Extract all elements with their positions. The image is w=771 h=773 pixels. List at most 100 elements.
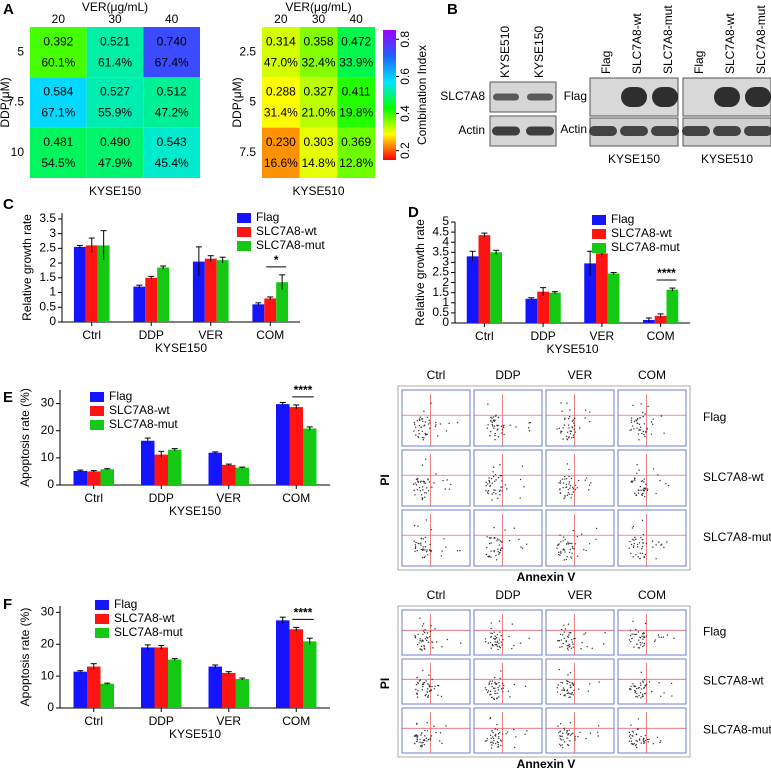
flow-event <box>497 416 500 419</box>
flow-event <box>644 739 647 742</box>
flow-event <box>491 680 494 682</box>
flow-event <box>489 716 492 719</box>
flow-event <box>421 556 424 559</box>
flow-event <box>494 489 496 491</box>
flow-event <box>494 643 496 646</box>
flow-event <box>491 632 493 635</box>
flow-event <box>487 555 489 558</box>
flow-event <box>565 435 568 438</box>
flow-event <box>644 487 646 489</box>
flow-event <box>633 685 636 688</box>
flow-event <box>631 637 633 640</box>
blot-band <box>493 93 519 101</box>
flow-event <box>564 417 566 419</box>
flow-event <box>629 734 632 736</box>
bar <box>478 235 491 323</box>
flow-event <box>556 544 559 547</box>
flow-plot <box>617 389 687 447</box>
cell-inhibition: 21.0% <box>301 106 335 120</box>
y-tick-label: 0 <box>49 314 56 328</box>
y-tick-label: 1.5 <box>39 270 56 284</box>
legend-swatch <box>90 420 104 430</box>
flow-event <box>633 689 636 692</box>
flow-event <box>561 478 564 480</box>
bar <box>87 666 101 708</box>
flow-event <box>501 490 503 492</box>
flow-event <box>428 690 431 693</box>
flow-event <box>527 427 530 429</box>
flow-event <box>640 688 642 690</box>
heat-cell <box>337 27 375 78</box>
flow-event <box>658 636 660 638</box>
flow-event <box>595 538 597 541</box>
cell-inhibition: 55.9% <box>98 106 132 120</box>
flow-event <box>567 644 570 646</box>
flow-event <box>423 681 426 684</box>
flow-event <box>564 694 566 696</box>
flow-event <box>579 427 581 429</box>
flow-plot <box>617 449 687 507</box>
flow-event <box>643 687 645 689</box>
flow-event <box>489 435 491 437</box>
flow-event <box>494 635 496 637</box>
flow-event <box>563 741 566 743</box>
flow-event <box>559 743 561 745</box>
flow-event <box>571 426 573 428</box>
flow-event <box>654 639 657 641</box>
heat-cell <box>86 127 144 178</box>
heat-cell <box>143 27 200 78</box>
flow-event <box>414 634 416 637</box>
flow-event <box>561 410 563 413</box>
bar <box>596 253 608 323</box>
heat-cell <box>337 77 375 128</box>
flow-event <box>633 428 635 430</box>
flow-event <box>639 426 642 428</box>
flow-event <box>433 688 436 690</box>
flow-event <box>638 639 640 641</box>
flow-event <box>557 639 559 642</box>
flow-event <box>500 547 502 549</box>
flow-event <box>492 416 495 418</box>
y-tick-label: 4 <box>442 234 449 248</box>
flow-event <box>421 498 423 501</box>
flow-event <box>448 488 451 490</box>
flow-event <box>488 683 490 686</box>
y-tick-label: 0 <box>47 700 54 714</box>
flow-event <box>557 684 559 686</box>
flow-event <box>427 696 429 699</box>
flow-event <box>572 646 574 648</box>
flow-event <box>441 742 443 745</box>
flow-event <box>421 683 424 686</box>
flow-event <box>421 689 424 691</box>
flow-plot <box>617 658 687 705</box>
flow-event <box>499 731 501 734</box>
flow-event <box>415 484 418 486</box>
flow-event <box>497 742 499 744</box>
flow-event <box>420 548 422 551</box>
cell-inhibition: 47.0% <box>264 55 298 69</box>
flow-event <box>497 476 500 479</box>
flow-event <box>495 698 498 700</box>
y-tick-label: 20 <box>41 423 55 437</box>
bar <box>208 452 222 485</box>
y-tick-label: 20 <box>41 636 55 650</box>
flow-event <box>420 645 423 648</box>
flow-event <box>635 494 637 496</box>
flow-event <box>639 485 642 488</box>
flow-event <box>427 423 430 425</box>
flow-event <box>569 672 572 674</box>
flow-event <box>638 542 641 544</box>
cell-value: 0.490 <box>100 135 130 149</box>
flow-event <box>567 744 570 747</box>
flow-event <box>570 693 572 696</box>
flow-event <box>424 555 426 558</box>
flow-event <box>422 685 424 688</box>
flow-event <box>415 735 417 737</box>
flow-event <box>421 430 424 433</box>
flow-plot <box>473 658 543 705</box>
flow-plot <box>473 509 543 567</box>
flow-event <box>423 410 425 413</box>
y-tick-label: 1 <box>442 295 449 309</box>
cell-inhibition: 67.4% <box>155 55 189 69</box>
flow-event <box>570 638 573 641</box>
